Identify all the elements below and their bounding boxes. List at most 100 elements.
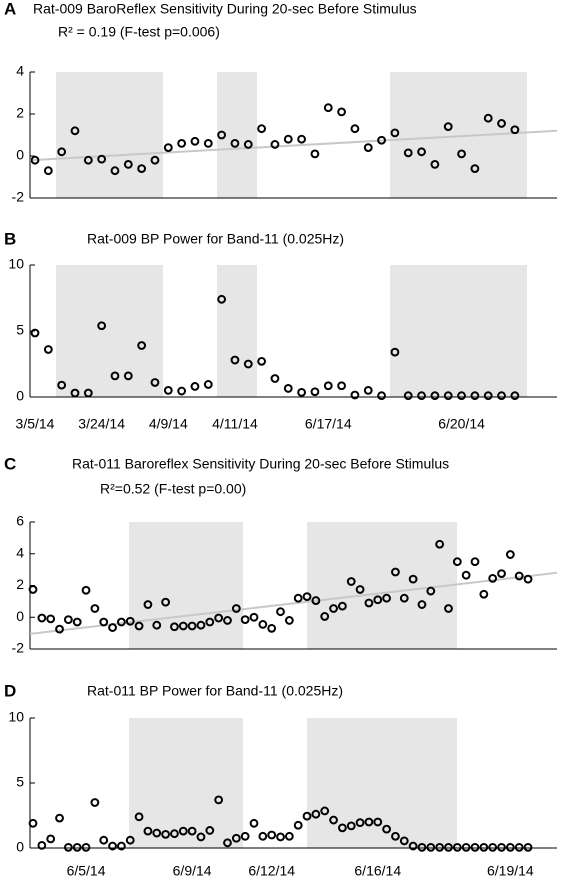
point <box>117 841 126 851</box>
point <box>125 835 135 845</box>
panel-letter: D <box>4 681 16 700</box>
point <box>152 828 162 838</box>
x-tick-label: 4/9/14 <box>149 416 188 432</box>
point <box>426 842 436 852</box>
point <box>177 386 187 396</box>
point <box>134 812 144 822</box>
point <box>310 149 320 159</box>
point <box>338 823 347 833</box>
y-tick-label: 10 <box>8 256 24 272</box>
y-tick-label: -2 <box>12 640 25 656</box>
point <box>483 391 493 401</box>
chart-title: Rat-009 BP Power for Band-11 (0.025Hz) <box>87 231 344 247</box>
point <box>497 119 506 128</box>
x-tick-label: 3/24/14 <box>78 416 125 432</box>
point <box>293 593 303 603</box>
chart-subtitle: R²=0.52 (F-test p=0.00) <box>100 481 246 497</box>
point <box>408 841 418 851</box>
point <box>240 615 250 625</box>
y-tick-label: 5 <box>16 774 24 790</box>
point <box>377 391 386 401</box>
point <box>143 600 153 609</box>
x-tick-label: 4/11/14 <box>212 416 258 432</box>
x-tick-label: 3/5/14 <box>16 416 55 432</box>
point <box>457 391 466 401</box>
point <box>90 798 100 807</box>
chart-title: Rat-011 Baroreflex Sensitivity During 20… <box>72 456 449 472</box>
point <box>311 809 321 819</box>
trend-line <box>29 571 558 635</box>
point <box>37 841 47 850</box>
point <box>203 380 213 389</box>
point <box>350 390 360 400</box>
point <box>190 136 200 146</box>
point <box>257 356 267 366</box>
point <box>505 842 515 852</box>
point <box>187 826 197 836</box>
point <box>514 842 524 852</box>
point <box>267 623 277 633</box>
point <box>177 139 187 148</box>
point <box>134 621 144 631</box>
point <box>230 139 240 148</box>
y-tick-label: 4 <box>16 544 24 560</box>
point <box>417 147 426 157</box>
x-tick-label: 6/12/14 <box>248 863 295 879</box>
point <box>337 107 346 117</box>
point <box>302 811 312 821</box>
panel-letter: B <box>4 229 16 248</box>
point <box>523 574 533 584</box>
point <box>461 570 471 580</box>
y-tick-label: 0 <box>16 839 24 855</box>
point <box>187 621 197 631</box>
point <box>470 391 480 401</box>
point <box>363 143 373 153</box>
shaded-region <box>217 72 257 198</box>
point <box>125 616 135 626</box>
point <box>150 155 160 165</box>
point <box>196 832 206 842</box>
point <box>110 371 120 381</box>
point <box>170 622 179 632</box>
point <box>258 831 268 841</box>
point <box>231 604 241 613</box>
point <box>435 539 445 549</box>
point <box>258 619 268 629</box>
point <box>382 824 392 834</box>
point <box>390 128 400 138</box>
point <box>161 829 171 839</box>
shaded-region <box>217 265 257 397</box>
point <box>510 391 520 401</box>
y-tick-label: 0 <box>16 388 24 404</box>
point <box>240 831 250 841</box>
shaded-region <box>56 265 163 397</box>
point <box>346 821 356 831</box>
shaded-region <box>390 265 527 397</box>
point <box>123 371 133 381</box>
point <box>223 616 232 625</box>
x-tick-label: 6/19/14 <box>487 863 534 879</box>
point <box>329 815 338 825</box>
point <box>217 294 227 304</box>
trend-line <box>29 129 558 162</box>
shaded-region <box>56 72 163 198</box>
chart-title: Rat-011 BP Power for Band-11 (0.025Hz) <box>87 683 343 699</box>
point <box>30 155 40 165</box>
point <box>363 386 373 395</box>
point <box>81 585 91 595</box>
point <box>399 593 409 603</box>
y-tick-label: 10 <box>8 709 24 725</box>
point <box>373 817 383 827</box>
point <box>514 571 524 581</box>
point <box>214 795 224 805</box>
point <box>143 826 153 836</box>
point <box>28 585 38 594</box>
point <box>243 140 253 149</box>
point <box>267 830 277 840</box>
point <box>117 617 126 627</box>
point <box>505 550 515 559</box>
point <box>28 818 38 828</box>
point <box>108 623 117 632</box>
panel-letter: A <box>4 0 16 18</box>
point <box>284 616 294 625</box>
